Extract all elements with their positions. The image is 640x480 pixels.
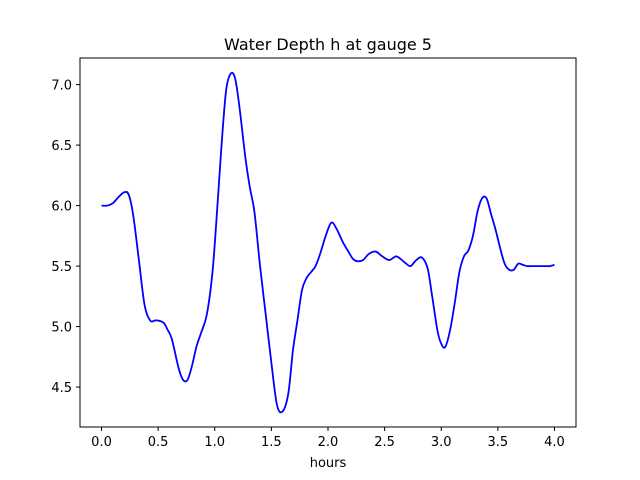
y-tick-label: 7.0: [51, 79, 72, 94]
x-tick-label: 3.0: [431, 435, 452, 450]
plot-area: [101, 71, 555, 414]
y-tick-label: 5.5: [51, 260, 72, 275]
y-axis: 4.5 5.0 5.5 6.0 6.5 7.0: [51, 79, 80, 396]
x-axis: 0.0 0.5 1.0 1.5 2.0 2.5 3.0 3.5 4.0: [91, 427, 565, 450]
x-tick-label: 0.5: [148, 435, 169, 450]
y-tick-label: 4.5: [51, 381, 72, 396]
x-tick-label: 2.0: [318, 435, 339, 450]
chart-title: Water Depth h at gauge 5: [224, 35, 432, 54]
y-tick-label: 6.5: [51, 139, 72, 154]
series-line-0: [101, 71, 555, 414]
x-tick-label: 4.0: [544, 435, 565, 450]
x-tick-label: 1.0: [204, 435, 225, 450]
x-axis-label: hours: [310, 456, 347, 471]
y-tick-label: 6.0: [51, 200, 72, 215]
x-tick-label: 1.5: [261, 435, 282, 450]
plot-frame: [79, 57, 577, 428]
x-tick-label: 2.5: [374, 435, 395, 450]
x-tick-label: 3.5: [488, 435, 509, 450]
y-tick-label: 5.0: [51, 321, 72, 336]
x-tick-label: 0.0: [91, 435, 112, 450]
